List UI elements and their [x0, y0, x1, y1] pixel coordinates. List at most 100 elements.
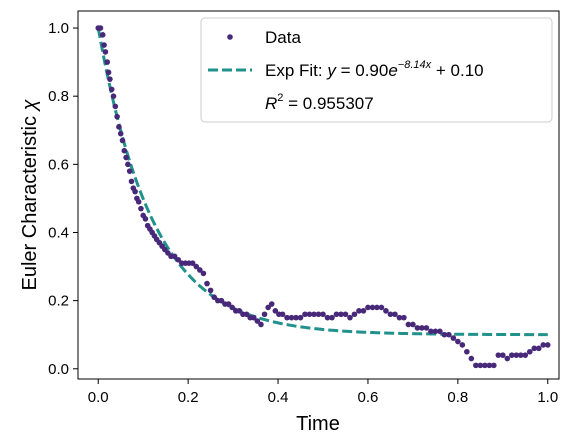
legend: Data Exp Fit: y = 0.90e−8.14x + 0.10 R2 …	[200, 17, 553, 123]
data-point	[329, 314, 335, 321]
data-point	[540, 342, 547, 348]
legend-fit-exp: −8.14x	[398, 59, 432, 71]
data-point	[211, 294, 218, 301]
data-point	[99, 32, 106, 38]
x-axis-label: Time	[296, 413, 340, 435]
y-tick-label: 0.8	[48, 88, 69, 105]
data-point	[486, 362, 493, 369]
x-tick-label: 0.6	[358, 389, 379, 406]
data-point	[197, 267, 203, 273]
legend-r2-exp: 2	[277, 92, 283, 104]
data-point	[383, 308, 389, 314]
data-point	[132, 188, 138, 195]
data-series	[95, 25, 551, 369]
legend-fit-c: + 0.10	[436, 61, 484, 80]
data-point	[265, 304, 271, 311]
legend-fit-a: 0.90	[355, 61, 388, 80]
data-point	[293, 314, 299, 321]
legend-data-marker	[227, 34, 233, 40]
legend-fit-lhs: y	[326, 61, 337, 80]
data-point	[104, 59, 111, 65]
data-point	[225, 301, 232, 307]
data-point	[193, 263, 200, 270]
data-point	[365, 304, 371, 311]
data-point	[236, 308, 243, 314]
data-point	[396, 314, 403, 321]
data-point	[297, 314, 304, 321]
data-point	[342, 311, 349, 318]
y-axis-label-text: Euler Characteristic	[19, 116, 41, 291]
y-tick-label: 0.6	[48, 156, 69, 173]
data-point	[369, 304, 376, 311]
data-point	[175, 256, 182, 263]
data-point	[229, 304, 235, 311]
data-point	[450, 335, 457, 341]
data-point	[522, 352, 529, 358]
legend-r2-value: 0.955307	[303, 94, 374, 113]
legend-data-label: Data	[265, 28, 301, 47]
data-point	[135, 199, 142, 205]
legend-r2: R2 = 0.955307	[265, 92, 374, 113]
data-point	[526, 348, 533, 355]
data-point	[459, 342, 466, 348]
y-tick-label: 1.0	[48, 20, 69, 37]
data-point	[207, 287, 214, 294]
legend-r2-label: R	[265, 94, 277, 113]
data-point	[126, 168, 133, 174]
plot-frame	[77, 10, 560, 380]
data-point	[114, 113, 120, 120]
data-point	[110, 93, 117, 99]
x-tick-label: 0.4	[268, 389, 289, 406]
data-point	[272, 308, 279, 314]
data-point	[105, 69, 112, 76]
data-point	[261, 311, 268, 318]
y-axis-label-symbol: χ	[19, 98, 41, 112]
data-point	[378, 304, 385, 311]
data-point	[428, 328, 434, 335]
data-point	[441, 331, 448, 338]
legend-fit-label: Exp Fit: y = 0.90e−8.14x + 0.10	[265, 59, 484, 80]
data-point	[356, 308, 362, 314]
legend-fit-prefix: Exp Fit:	[265, 61, 323, 80]
data-point	[500, 352, 506, 358]
data-point	[311, 311, 317, 318]
data-point	[513, 352, 520, 358]
data-point	[423, 325, 430, 331]
data-point	[437, 328, 443, 335]
data-point	[544, 342, 551, 348]
data-point	[333, 311, 340, 318]
data-point	[491, 362, 497, 369]
data-point	[125, 161, 131, 168]
data-point	[101, 42, 107, 48]
plot-area	[95, 25, 551, 369]
x-axis: 0.0 0.2 0.4 0.6 0.8 1.0	[88, 379, 558, 406]
data-point	[517, 352, 524, 358]
y-tick-label: 0.0	[48, 361, 69, 378]
data-point	[324, 314, 331, 321]
data-point	[405, 321, 412, 328]
data-point	[302, 311, 308, 318]
legend-fit-base: e	[388, 61, 397, 80]
data-point	[338, 311, 344, 318]
data-point	[243, 311, 250, 318]
data-point	[200, 270, 207, 277]
data-point	[97, 25, 104, 31]
data-point	[204, 280, 210, 287]
x-tick-label: 0.2	[178, 389, 199, 406]
data-point	[401, 314, 407, 321]
data-point	[119, 137, 126, 144]
data-point	[117, 130, 124, 137]
data-point	[477, 362, 484, 369]
data-point	[258, 321, 264, 328]
data-point	[455, 338, 461, 345]
data-point	[374, 304, 380, 311]
data-point	[138, 205, 144, 212]
y-axis-label: Euler Characteristic χ	[19, 98, 41, 290]
data-point	[107, 76, 113, 82]
data-point	[250, 314, 257, 321]
data-point	[254, 318, 261, 324]
x-tick-label: 0.0	[88, 389, 109, 406]
data-point	[121, 147, 128, 154]
data-point	[116, 124, 122, 130]
data-point	[279, 311, 286, 318]
